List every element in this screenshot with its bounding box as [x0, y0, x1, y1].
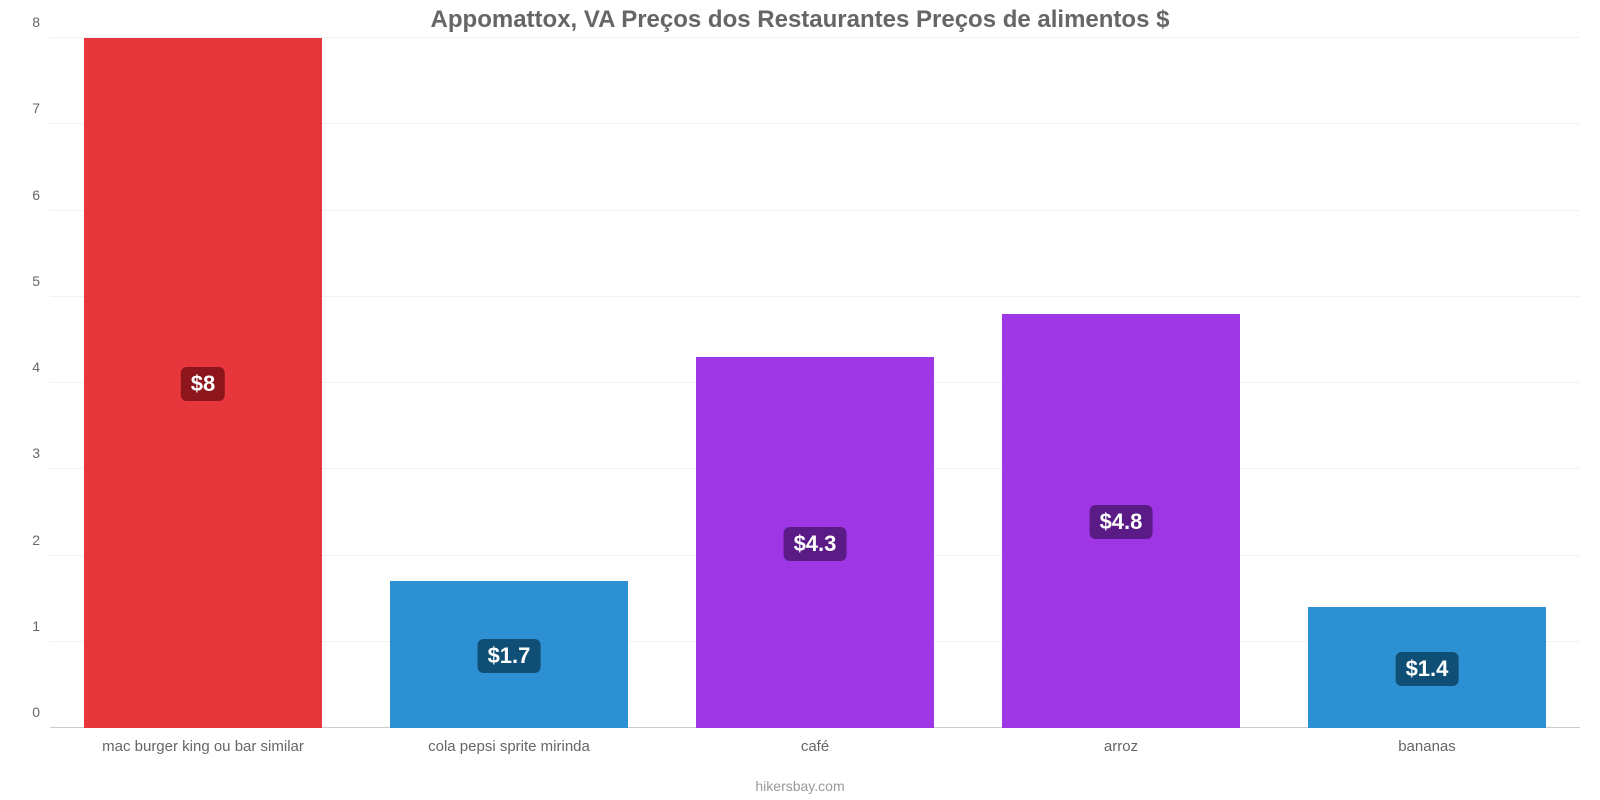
plot-area: 012345678$8mac burger king ou bar simila…	[50, 38, 1580, 728]
bar: $8	[84, 38, 323, 728]
x-tick-label: arroz	[1104, 728, 1138, 755]
y-tick-label: 6	[32, 187, 50, 203]
y-tick-label: 5	[32, 273, 50, 289]
x-tick-label: mac burger king ou bar similar	[102, 728, 304, 755]
y-tick-label: 1	[32, 618, 50, 634]
value-badge: $1.7	[478, 639, 541, 673]
bar: $1.4	[1308, 607, 1547, 728]
y-tick-label: 2	[32, 532, 50, 548]
chart-title: Appomattox, VA Preços dos Restaurantes P…	[0, 6, 1600, 34]
y-tick-label: 4	[32, 359, 50, 375]
bar: $4.8	[1002, 314, 1241, 728]
y-tick-label: 7	[32, 100, 50, 116]
x-tick-label: cola pepsi sprite mirinda	[428, 728, 590, 755]
y-tick-label: 8	[32, 14, 50, 30]
y-tick-label: 3	[32, 445, 50, 461]
x-tick-label: bananas	[1398, 728, 1456, 755]
chart-footer: hikersbay.com	[0, 778, 1600, 794]
bar: $1.7	[390, 581, 629, 728]
value-badge: $1.4	[1396, 652, 1459, 686]
price-bar-chart: Appomattox, VA Preços dos Restaurantes P…	[0, 0, 1600, 800]
bar: $4.3	[696, 357, 935, 728]
x-tick-label: café	[801, 728, 829, 755]
value-badge: $4.3	[784, 527, 847, 561]
value-badge: $4.8	[1090, 505, 1153, 539]
y-tick-label: 0	[32, 704, 50, 720]
value-badge: $8	[181, 367, 225, 401]
